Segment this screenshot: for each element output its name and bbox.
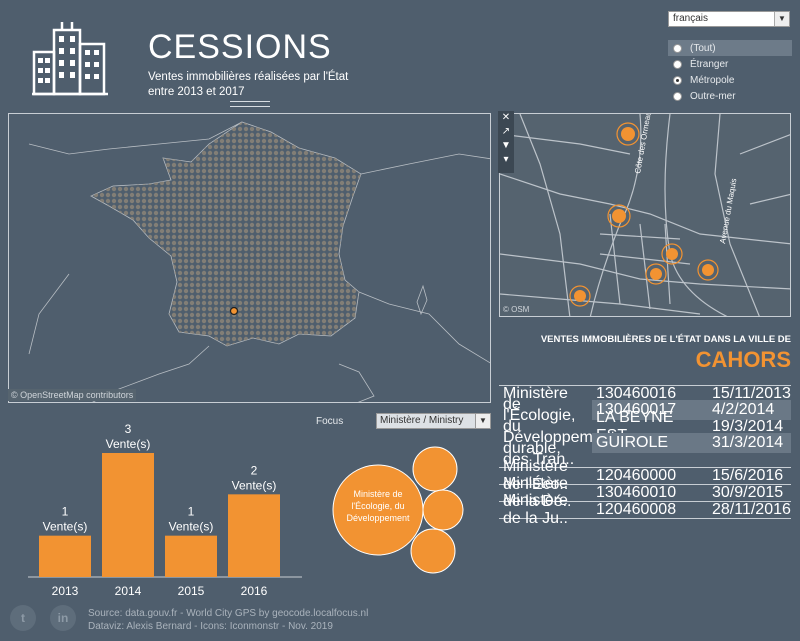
bar-2013[interactable] bbox=[39, 535, 91, 577]
bar-value-label: 3 bbox=[125, 422, 132, 436]
date-cell: 15/6/2016 bbox=[712, 467, 784, 484]
radio-option-metropole[interactable]: Métropole bbox=[668, 72, 792, 88]
close-icon[interactable]: ✕ bbox=[501, 112, 511, 123]
map-toolbar: ✕ ↗ ▼ ▾ bbox=[498, 111, 514, 173]
radio-button[interactable] bbox=[673, 91, 682, 101]
ministry-cell: Ministère de la Ju.. bbox=[503, 492, 568, 527]
table-row[interactable]: Ministère de la Dé.. 130460010 30/9/2015 bbox=[499, 475, 791, 510]
city-sale-marker[interactable] bbox=[574, 290, 586, 302]
bubble[interactable] bbox=[412, 446, 458, 492]
map-credit[interactable]: © OpenStreetMap contributors bbox=[8, 389, 137, 401]
bar-2016[interactable] bbox=[228, 494, 280, 577]
focus-select-value: Ministère / Ministry bbox=[380, 415, 464, 426]
city-sale-marker[interactable] bbox=[666, 248, 678, 260]
title-divider bbox=[230, 101, 270, 107]
focus-select[interactable]: Ministère / Ministry ▼ bbox=[376, 413, 491, 429]
city-heading: VENTES IMMOBILIÈRES DE L'ÉTAT DANS LA VI… bbox=[540, 334, 791, 345]
twitter-icon[interactable]: t bbox=[10, 605, 36, 631]
page-subtitle: Ventes immobilières réalisées par l'État… bbox=[148, 70, 368, 100]
table-group: Ministère de l'Écologie, du Développemen… bbox=[499, 384, 791, 468]
sales-per-year-chart: 1Vente(s)20133Vente(s)20141Vente(s)20152… bbox=[28, 422, 302, 598]
radio-option-etranger[interactable]: Étranger bbox=[668, 56, 792, 72]
subtitle-line-1: Ventes immobilières réalisées par l'État bbox=[148, 71, 349, 83]
city-map-credit[interactable]: © OSM bbox=[503, 305, 530, 314]
radio-button[interactable] bbox=[673, 43, 682, 53]
table-row[interactable]: 130460017 4/2/2014 bbox=[592, 400, 791, 421]
date-cell: 15/11/2013 bbox=[712, 384, 791, 402]
bar-value-label: 1 bbox=[188, 505, 195, 519]
sales-table: Ministère de l'Écologie, du Développemen… bbox=[499, 384, 791, 527]
table-row[interactable]: GUIROLE 31/3/2014 bbox=[592, 433, 791, 454]
language-select[interactable]: français ▼ bbox=[668, 11, 790, 27]
radio-button[interactable] bbox=[673, 59, 682, 69]
radio-option-outre-mer[interactable]: Outre-mer bbox=[668, 88, 792, 104]
ref-cell: 130460016 bbox=[596, 384, 677, 402]
bar-2014[interactable] bbox=[102, 453, 154, 577]
x-tick-label: 2014 bbox=[115, 584, 142, 598]
linkedin-icon[interactable]: in bbox=[50, 605, 76, 631]
bar-unit-label: Vente(s) bbox=[169, 520, 214, 534]
ministry-cell: Ministère de l'Écologie, du Développemen… bbox=[503, 385, 616, 468]
footer-source: Source: data.gouv.fr - World City GPS by… bbox=[88, 608, 369, 619]
bubble[interactable] bbox=[410, 528, 456, 574]
language-select-value: français bbox=[673, 13, 709, 24]
page-title: CESSIONS bbox=[148, 28, 332, 66]
city-name: CAHORS bbox=[695, 347, 791, 372]
filter-icon[interactable]: ▼ bbox=[501, 140, 511, 151]
radio-option-tout[interactable]: (Tout) bbox=[668, 40, 792, 56]
table-row[interactable]: Ministère de l'Éco.. 120460000 15/6/2016 bbox=[499, 458, 791, 493]
bar-unit-label: Vente(s) bbox=[232, 478, 277, 492]
region-filter: (Tout) Étranger Métropole Outre-mer bbox=[668, 40, 792, 104]
subtitle-line-2: entre 2013 et 2017 bbox=[148, 86, 245, 98]
france-map[interactable] bbox=[8, 113, 491, 403]
bar-unit-label: Vente(s) bbox=[106, 437, 151, 451]
bar-2015[interactable] bbox=[165, 535, 217, 577]
focus-label: Focus bbox=[316, 416, 344, 427]
ministry-cell: Ministère de l'Éco.. bbox=[503, 458, 569, 493]
city-map[interactable]: Côte des Ormeaux Avenue du Maquis bbox=[499, 113, 791, 317]
footer-credits: Dataviz: Alexis Bernard - Icons: Iconmon… bbox=[88, 621, 333, 632]
city-sale-marker[interactable] bbox=[702, 264, 714, 276]
bar-unit-label: Vente(s) bbox=[43, 520, 88, 534]
x-tick-label: 2016 bbox=[241, 584, 268, 598]
bar-value-label: 2 bbox=[251, 463, 258, 477]
ref-cell: 120460000 bbox=[596, 467, 677, 484]
external-link-icon[interactable]: ↗ bbox=[501, 126, 511, 137]
ministry-cell: Ministère de la Dé.. bbox=[503, 475, 572, 510]
radio-label: Métropole bbox=[690, 74, 735, 86]
bar-value-label: 1 bbox=[62, 505, 69, 519]
radio-button[interactable] bbox=[673, 75, 682, 85]
city-map-canvas[interactable]: Côte des Ormeaux Avenue du Maquis bbox=[500, 114, 791, 317]
date-cell: 28/11/2016 bbox=[712, 501, 791, 518]
selected-city-marker[interactable] bbox=[229, 306, 239, 316]
date-cell: 30/9/2015 bbox=[712, 484, 784, 501]
ref-cell: 130460017 bbox=[592, 400, 708, 421]
ref-cell: 120460008 bbox=[596, 501, 677, 518]
city-sale-marker[interactable] bbox=[650, 268, 662, 280]
chevron-down-icon[interactable]: ▼ bbox=[774, 12, 789, 26]
chevron-down-icon[interactable]: ▼ bbox=[475, 414, 490, 428]
buildings-logo-icon bbox=[32, 22, 108, 96]
bubble[interactable] bbox=[422, 489, 464, 531]
date-cell: 19/3/2014 bbox=[712, 417, 784, 435]
city-sale-marker[interactable] bbox=[612, 209, 626, 223]
table-row[interactable]: Ministère de la Ju.. 120460008 28/11/201… bbox=[499, 492, 791, 527]
ref-cell: GUIROLE bbox=[592, 433, 708, 454]
radio-label: Étranger bbox=[690, 58, 729, 70]
city-sale-marker[interactable] bbox=[621, 127, 635, 141]
bubble-main-label: Ministère de l'Écologie, du Développemen… bbox=[346, 489, 410, 523]
chevron-down-icon[interactable]: ▾ bbox=[503, 154, 509, 165]
date-cell: 4/2/2014 bbox=[708, 400, 791, 421]
radio-label: (Tout) bbox=[690, 42, 716, 54]
x-tick-label: 2015 bbox=[178, 584, 205, 598]
france-map-canvas[interactable] bbox=[9, 114, 491, 403]
date-cell: 31/3/2014 bbox=[708, 433, 791, 454]
ministry-bubbles: Ministère de l'Écologie, du Développemen… bbox=[332, 446, 464, 574]
radio-label: Outre-mer bbox=[690, 90, 736, 102]
x-tick-label: 2013 bbox=[52, 584, 79, 598]
ref-cell: 130460010 bbox=[596, 484, 677, 501]
